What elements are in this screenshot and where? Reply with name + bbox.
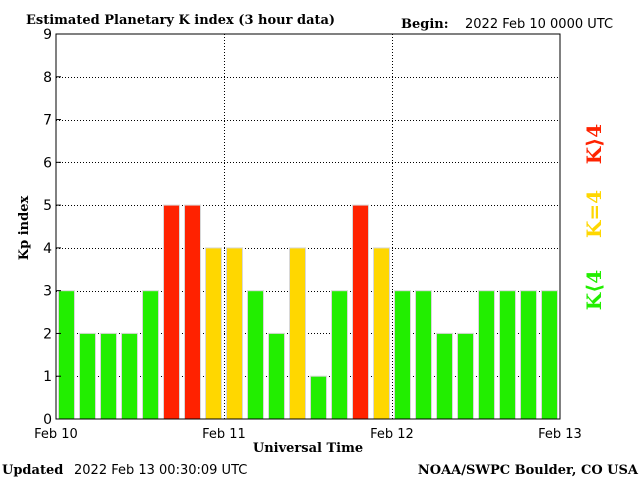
kp-bar [394,290,411,420]
legend-k-greater-4: K⟩4 [582,124,606,165]
plot-frame [55,33,561,420]
bars [58,204,558,420]
kp-bar [58,290,75,420]
begin-label: Begin: [401,17,449,32]
kp-bar [184,204,201,420]
y-tick-labels: 0 1 2 3 4 5 6 7 8 9 [43,27,61,428]
y-tick-label: 8 [43,70,52,86]
kp-bar [373,247,390,420]
y-tick-label: 1 [43,369,52,385]
y-tick-label: 7 [43,113,52,129]
kp-bar [415,290,432,420]
kp-bar [541,290,558,420]
kp-bar [121,332,138,420]
kp-bar [520,290,537,420]
data-source: NOAA/SWPC Boulder, CO USA [418,463,639,478]
kp-bar [331,290,348,420]
y-tick-label: 6 [43,155,52,171]
kp-bar [268,332,285,420]
kp-bar [310,375,327,420]
kp-bar [163,204,180,420]
updated-value: 2022 Feb 13 00:30:09 UTC [74,463,247,478]
x-axis-label: Universal Time [253,441,363,456]
kp-bar [142,290,159,420]
kp-bar [499,290,516,420]
y-tick-label: 3 [43,284,52,300]
kp-bar [100,332,117,420]
kp-bar [352,204,369,420]
kp-bar [79,332,96,420]
kp-bar [247,290,264,420]
updated-label: Updated [2,463,63,478]
kp-bar [457,332,474,420]
chart-title: Estimated Planetary K index (3 hour data… [26,13,335,28]
y-tick-label: 9 [43,27,52,43]
y-tick-label: 4 [43,241,52,257]
grid-lines [56,34,560,419]
legend-k-less-4: K⟨4 [582,270,606,311]
kp-bar [205,247,222,420]
y-axis-label: Kp index [17,196,32,261]
kp-bar [226,247,243,420]
x-tick-label: Feb 13 [538,427,582,442]
y-tick-label: 0 [43,412,52,428]
x-tick-label: Feb 12 [370,427,414,442]
x-tick-label: Feb 11 [202,427,246,442]
x-tick-labels: Feb 10 Feb 11 Feb 12 Feb 13 [34,427,582,442]
x-tick-label: Feb 10 [34,427,78,442]
kp-bar [478,290,495,420]
legend-k-equal-4: K=4 [582,190,606,238]
y-tick-label: 2 [43,326,52,342]
kp-bar [436,332,453,420]
y-tick-label: 5 [43,198,52,214]
kp-bar [289,247,306,420]
begin-value: 2022 Feb 10 0000 UTC [465,17,613,32]
